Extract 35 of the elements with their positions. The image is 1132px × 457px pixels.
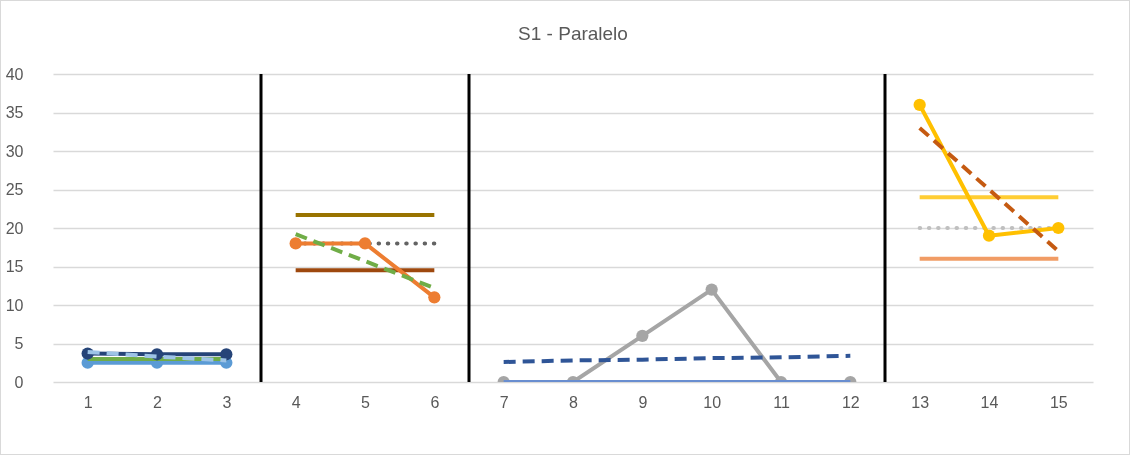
x-tick-label: 15 <box>1049 393 1068 411</box>
y-tick-label: 30 <box>5 142 24 160</box>
x-tick-label: 12 <box>841 393 860 411</box>
x-tick-label: 11 <box>773 393 790 411</box>
y-tick-label: 35 <box>5 104 24 121</box>
x-tick-label: 8 <box>569 393 579 411</box>
point <box>358 237 372 250</box>
point <box>428 291 441 304</box>
y-tick-label: 40 <box>5 65 24 83</box>
x-tick-label: 5 <box>361 393 371 411</box>
y-tick-label: 5 <box>14 335 24 352</box>
x-tick-label: 7 <box>499 393 509 411</box>
x-tick-label: 3 <box>222 393 232 411</box>
x-tick-label: 4 <box>291 393 301 411</box>
x-tick-label: 10 <box>703 393 722 411</box>
x-tick-label: 9 <box>638 393 648 411</box>
chart-title: S1 - Paralelo <box>518 23 628 44</box>
y-tick-label: 0 <box>14 373 24 391</box>
line-series <box>501 353 853 364</box>
point <box>220 348 233 361</box>
point <box>289 237 302 250</box>
x-tick-label: 6 <box>430 393 440 411</box>
x-tick-label: 13 <box>911 393 930 411</box>
y-tick-label: 10 <box>5 296 24 314</box>
point <box>705 283 718 296</box>
y-tick-label: 20 <box>5 219 24 237</box>
y-tick-label: 25 <box>5 181 24 198</box>
point <box>636 329 649 342</box>
point <box>982 229 996 242</box>
x-tick-label: 14 <box>980 393 999 411</box>
point <box>913 98 926 111</box>
x-tick-label: 2 <box>153 393 163 411</box>
point <box>1052 221 1065 235</box>
x-tick-label: 1 <box>83 393 93 411</box>
y-tick-label: 15 <box>5 258 24 275</box>
